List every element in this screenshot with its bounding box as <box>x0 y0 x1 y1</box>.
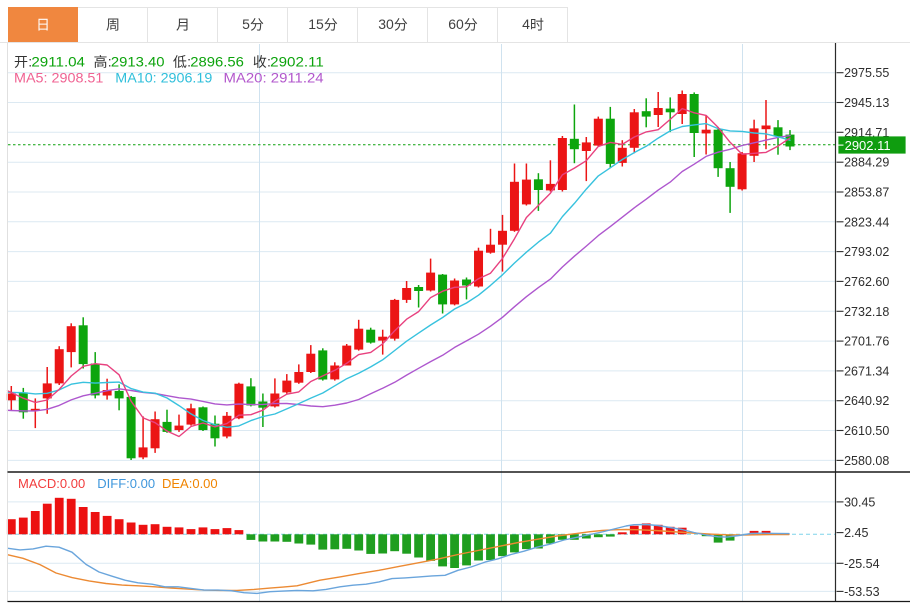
svg-text:2913.40: 2913.40 <box>111 53 165 69</box>
svg-text:2610.50: 2610.50 <box>844 424 889 438</box>
svg-text:-25.54: -25.54 <box>844 557 879 571</box>
svg-text:2902.11: 2902.11 <box>845 138 891 153</box>
svg-text:15: 15 <box>308 16 324 32</box>
svg-text:2.45: 2.45 <box>844 526 868 540</box>
svg-text:2896.56: 2896.56 <box>190 53 244 69</box>
svg-text:MA10: 2906.19: MA10: 2906.19 <box>115 69 212 85</box>
svg-text:2853.87: 2853.87 <box>844 186 889 200</box>
svg-text:5: 5 <box>242 16 250 32</box>
svg-text::: : <box>28 53 32 69</box>
svg-text:2671.34: 2671.34 <box>844 364 889 378</box>
svg-text:2975.55: 2975.55 <box>844 66 889 80</box>
svg-text:30: 30 <box>378 16 394 32</box>
svg-text:DEA:0.00: DEA:0.00 <box>162 476 218 491</box>
svg-text:2911.04: 2911.04 <box>31 53 85 69</box>
svg-text:4: 4 <box>522 16 530 32</box>
svg-text:2902.11: 2902.11 <box>270 53 324 69</box>
svg-text:2793.02: 2793.02 <box>844 245 889 259</box>
svg-text:MACD:0.00: MACD:0.00 <box>18 476 85 491</box>
svg-text:30.45: 30.45 <box>844 495 875 509</box>
svg-text:2580.08: 2580.08 <box>844 454 889 468</box>
svg-text::: : <box>187 53 191 69</box>
svg-text::: : <box>108 53 112 69</box>
svg-text:DIFF:0.00: DIFF:0.00 <box>97 476 155 491</box>
svg-text:2884.29: 2884.29 <box>844 156 889 170</box>
svg-text:2762.60: 2762.60 <box>844 275 889 289</box>
svg-text:2640.92: 2640.92 <box>844 394 889 408</box>
svg-text:2732.18: 2732.18 <box>844 305 889 319</box>
svg-text:2823.44: 2823.44 <box>844 215 889 229</box>
svg-text:MA5: 2908.51: MA5: 2908.51 <box>14 69 104 85</box>
svg-text:MA20: 2911.24: MA20: 2911.24 <box>224 69 324 85</box>
svg-text:-53.53: -53.53 <box>844 585 879 599</box>
svg-text:2914.71: 2914.71 <box>844 126 889 140</box>
svg-text:60: 60 <box>448 16 464 32</box>
svg-text:2701.76: 2701.76 <box>844 335 889 349</box>
svg-text:2945.13: 2945.13 <box>844 96 889 110</box>
svg-text::: : <box>267 53 271 69</box>
